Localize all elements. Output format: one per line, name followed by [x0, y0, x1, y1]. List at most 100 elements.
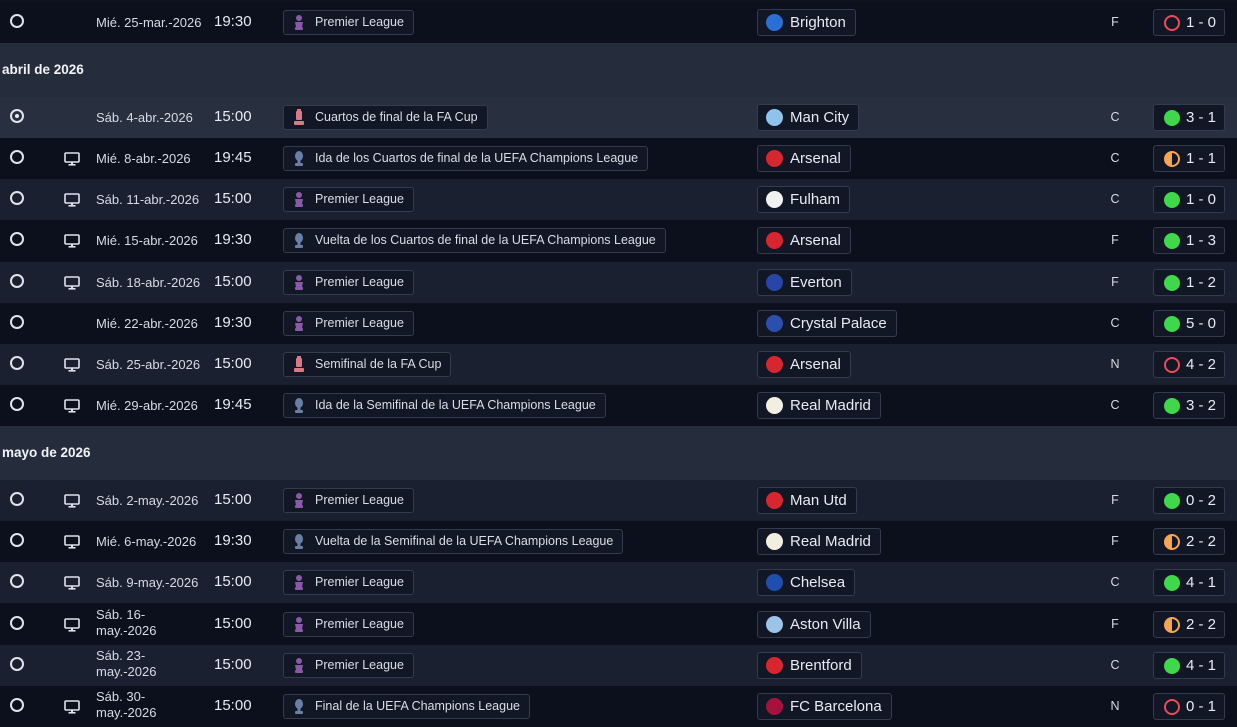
tv-broadcast-icon [64, 276, 80, 290]
competition-label[interactable]: Ida de los Cuartos de final de la UEFA C… [283, 146, 649, 171]
match-score: 2 - 2 [1186, 616, 1217, 633]
match-time: 19:45 [214, 149, 252, 166]
loss-result-icon [1164, 699, 1180, 715]
competition-label[interactable]: Premier League [283, 187, 414, 212]
match-row[interactable]: Sáb. 30-may.-2026 15:00 Final de la UEFA C… [0, 686, 1237, 727]
result-badge[interactable]: 1 - 3 [1153, 227, 1225, 254]
result-badge[interactable]: 2 - 2 [1153, 611, 1225, 638]
select-radio[interactable] [10, 616, 24, 630]
opponent-team[interactable]: Brighton [757, 9, 856, 36]
opponent-team[interactable]: Fulham [757, 186, 851, 213]
result-badge[interactable]: 5 - 0 [1153, 310, 1225, 337]
opponent-team[interactable]: Aston Villa [757, 611, 871, 638]
match-row[interactable]: Mié. 6-may.-2026 19:30 Vuelta de la Semifi… [0, 521, 1237, 562]
select-radio[interactable] [10, 14, 24, 28]
competition-label[interactable]: Vuelta de los Cuartos de final de la UEF… [283, 228, 666, 253]
win-result-icon [1164, 192, 1180, 208]
premier-league-trophy-icon [292, 657, 306, 674]
competition-label[interactable]: Cuartos de final de la FA Cup [283, 105, 488, 130]
competition-label[interactable]: Premier League [283, 10, 414, 35]
match-row[interactable]: Sáb. 16-may.-2026 15:00 Premier League Asto… [0, 604, 1237, 645]
match-row[interactable]: Mié. 15-abr.-2026 19:30 Vuelta de los Cuar… [0, 220, 1237, 261]
match-time: 15:00 [214, 108, 252, 125]
match-row[interactable]: Mié. 22-abr.-2026 19:30 Premier League Crys… [0, 303, 1237, 344]
match-row[interactable]: Sáb. 18-abr.-2026 15:00 Premier League Ever… [0, 262, 1237, 303]
select-radio[interactable] [10, 109, 24, 123]
match-row[interactable]: Sáb. 2-may.-2026 15:00 Premier League Man U… [0, 480, 1237, 521]
opponent-team[interactable]: Man Utd [757, 487, 857, 514]
champions-league-trophy-icon [292, 533, 306, 550]
competition-label[interactable]: Premier League [283, 653, 414, 678]
match-score: 0 - 1 [1186, 698, 1217, 715]
select-radio[interactable] [10, 533, 24, 547]
match-row[interactable]: Sáb. 11-abr.-2026 15:00 Premier League Fulh… [0, 179, 1237, 220]
result-badge[interactable]: 1 - 0 [1153, 9, 1225, 36]
opponent-team[interactable]: Man City [757, 104, 860, 131]
select-radio[interactable] [10, 356, 24, 370]
competition-name: Ida de los Cuartos de final de la UEFA C… [315, 151, 639, 165]
select-radio[interactable] [10, 232, 24, 246]
select-radio[interactable] [10, 274, 24, 288]
competition-label[interactable]: Final de la UEFA Champions League [283, 694, 530, 719]
result-badge[interactable]: 4 - 2 [1153, 351, 1225, 378]
tv-broadcast-icon [64, 234, 80, 248]
select-radio[interactable] [10, 150, 24, 164]
opponent-team[interactable]: Chelsea [757, 569, 856, 596]
competition-label[interactable]: Premier League [283, 270, 414, 295]
match-row[interactable]: Sáb. 25-abr.-2026 15:00 Semifinal de la FA… [0, 344, 1237, 385]
venue-code: F [1111, 617, 1119, 631]
team-name: Everton [790, 274, 842, 291]
select-radio[interactable] [10, 698, 24, 712]
select-radio[interactable] [10, 492, 24, 506]
opponent-team[interactable]: FC Barcelona [757, 693, 892, 720]
match-row[interactable]: Sáb. 23-may.-2026 15:00 Premier League Bren… [0, 645, 1237, 686]
team-name: Fulham [790, 191, 841, 208]
match-row[interactable]: Sáb. 9-may.-2026 15:00 Premier League Chels… [0, 562, 1237, 603]
result-badge[interactable]: 0 - 2 [1153, 487, 1225, 514]
team-crest-icon [766, 574, 783, 591]
result-badge[interactable]: 4 - 1 [1153, 652, 1225, 679]
competition-label[interactable]: Premier League [283, 311, 414, 336]
result-badge[interactable]: 1 - 2 [1153, 269, 1225, 296]
month-header-label: mayo de 2026 [2, 445, 91, 460]
match-row[interactable]: Mié. 25-mar.-2026 19:30 Premier League Brig… [0, 2, 1237, 43]
match-row[interactable]: Mié. 8-abr.-2026 19:45 Ida de los Cuartos … [0, 138, 1237, 179]
tv-broadcast-icon [64, 700, 80, 714]
select-radio[interactable] [10, 191, 24, 205]
match-date: Sáb. 25-abr.-2026 [96, 357, 201, 372]
competition-label[interactable]: Premier League [283, 570, 414, 595]
competition-name: Premier League [315, 617, 404, 631]
match-date: Sáb. 30-may.-2026 [96, 689, 157, 720]
competition-label[interactable]: Premier League [283, 488, 414, 513]
select-radio[interactable] [10, 397, 24, 411]
opponent-team[interactable]: Crystal Palace [757, 310, 897, 337]
opponent-team[interactable]: Everton [757, 269, 852, 296]
opponent-team[interactable]: Arsenal [757, 145, 851, 172]
result-badge[interactable]: 1 - 1 [1153, 145, 1225, 172]
opponent-team[interactable]: Real Madrid [757, 528, 881, 555]
champions-league-trophy-icon [292, 698, 306, 715]
venue-code: C [1110, 151, 1120, 165]
win-result-icon [1164, 398, 1180, 414]
select-radio[interactable] [10, 574, 24, 588]
tv-broadcast-icon [64, 399, 80, 413]
select-radio[interactable] [10, 657, 24, 671]
opponent-team[interactable]: Arsenal [757, 351, 851, 378]
match-row[interactable]: Mié. 29-abr.-2026 19:45 Ida de la Semifina… [0, 385, 1237, 426]
competition-label[interactable]: Vuelta de la Semifinal de la UEFA Champi… [283, 529, 624, 554]
opponent-team[interactable]: Brentford [757, 652, 862, 679]
competition-label[interactable]: Semifinal de la FA Cup [283, 352, 452, 377]
result-badge[interactable]: 3 - 2 [1153, 392, 1225, 419]
opponent-team[interactable]: Arsenal [757, 227, 851, 254]
select-radio[interactable] [10, 315, 24, 329]
result-badge[interactable]: 0 - 1 [1153, 693, 1225, 720]
opponent-team[interactable]: Real Madrid [757, 392, 881, 419]
result-badge[interactable]: 3 - 1 [1153, 104, 1225, 131]
match-row[interactable]: Sáb. 4-abr.-2026 15:00 Cuartos de final de… [0, 97, 1237, 138]
competition-label[interactable]: Premier League [283, 612, 414, 637]
competition-label[interactable]: Ida de la Semifinal de la UEFA Champions… [283, 393, 606, 418]
result-badge[interactable]: 2 - 2 [1153, 528, 1225, 555]
result-badge[interactable]: 4 - 1 [1153, 569, 1225, 596]
result-badge[interactable]: 1 - 0 [1153, 186, 1225, 213]
team-crest-icon [766, 315, 783, 332]
